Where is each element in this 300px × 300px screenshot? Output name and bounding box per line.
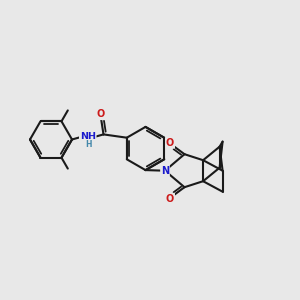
Text: N: N: [161, 166, 169, 176]
Text: O: O: [166, 138, 174, 148]
Text: NH: NH: [80, 133, 96, 142]
Text: O: O: [97, 109, 105, 119]
Text: O: O: [166, 194, 174, 204]
Text: H: H: [85, 140, 92, 149]
